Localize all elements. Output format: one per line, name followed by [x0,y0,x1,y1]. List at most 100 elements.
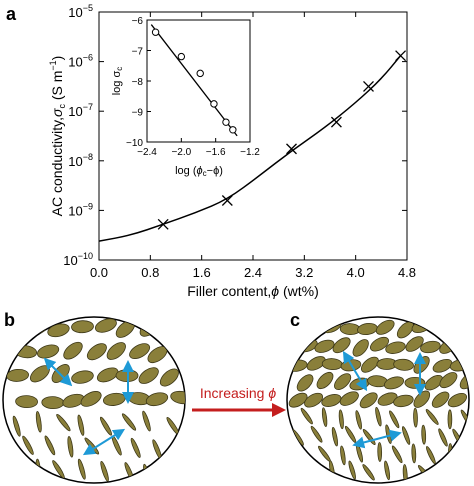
filler-particle [15,395,38,409]
filler-particle [362,464,375,481]
filler-particle [393,394,414,408]
filler-particle [77,458,86,480]
filler-particle [316,371,334,390]
filler-particle [464,444,469,462]
filler-particle [121,413,137,431]
filler-particle [145,392,169,407]
filler-particle [385,341,406,354]
main-data-point [395,50,407,62]
main-fit-curve [98,55,402,242]
filler-particle [47,323,70,338]
interparticle-distance-arrows-c [342,350,426,449]
filler-particle [421,424,427,445]
filler-particle [174,343,185,361]
filler-particle [454,461,462,481]
filler-particle [447,409,453,430]
filler-particle [338,409,344,430]
filler-particle [143,463,151,483]
main-chart: 0.0 0.8 1.6 2.4 3.2 4.0 4.8 10−10 10−9 10−8 10−7 10… [48,3,416,299]
filler-particle [375,407,382,427]
filler-particle [377,442,383,462]
filler-particle [384,460,391,481]
main-xtick-label: 2.4 [244,265,262,280]
filler-particle [405,336,424,352]
increasing-label: Increasing ϕ [200,385,276,401]
point-stroke [157,218,169,230]
panel-a: a 0.0 0.8 1.6 2.4 3.2 4.0 4.8 10−10 10−9 10−8 10−7… [6,3,416,299]
filler-particle [44,435,56,456]
filler-particle [370,336,389,352]
filler-particle [456,340,469,354]
filler-particle [22,435,34,455]
filler-particle [321,394,342,407]
main-data-point [330,116,342,128]
main-ylabel: AC conductivity,σc (S m−1) [48,56,67,217]
filler-particle [404,376,426,389]
filler-particle [321,407,328,428]
filler-particle [375,319,395,335]
main-data-point [363,80,374,92]
filler-particle [37,344,60,359]
filler-particle [401,426,411,445]
filler-particle [314,339,335,353]
filler-particle [429,320,450,333]
filler-particle [411,443,417,464]
interparticle-distance-arrows-b [43,357,134,456]
filler-particle [52,460,65,479]
filler-particle [340,445,346,466]
filler-particle [287,322,309,335]
filler-particle [306,356,326,371]
panel-label-c: c [290,310,301,330]
filler-particle [167,463,175,483]
filler-particle [130,437,141,458]
filler-particle [63,341,83,360]
filler-particle [94,318,117,333]
filler-particle [438,428,448,447]
main-data-point [286,143,297,155]
panel-label-b: b [4,310,15,330]
filler-particle [170,390,185,405]
filler-particle [348,460,356,480]
filler-particle [138,367,159,384]
filler-particle [393,358,414,371]
filler-particle [331,426,338,447]
filler-particle [426,446,436,465]
main-xlabel: Filler content,ϕ (wt%) [187,283,319,299]
distance-arrow [43,357,73,387]
filler-particle [129,343,151,359]
main-xtick-label: 4.8 [398,265,416,280]
main-xtick-label: 0.0 [90,265,108,280]
microstructure-schematics: Increasing ϕ [2,316,470,484]
increasing-arrow: Increasing ϕ [192,385,286,417]
main-xtick-label: 1.6 [193,265,211,280]
main-plot-frame [98,11,408,261]
panel-label-a: a [6,4,17,24]
main-ytick-label: 10−6 [68,53,93,70]
filler-particle [304,392,324,408]
point-stroke [395,50,407,62]
filler-particle [7,319,27,338]
filler-particle [413,407,418,428]
main-xtick-label: 0.8 [141,265,159,280]
main-ytick-label: 10−8 [68,152,93,169]
filler-particle [450,321,469,334]
filler-particle [80,391,102,407]
filler-particle [304,320,326,333]
main-xtick-label: 4.0 [347,265,365,280]
filler-particle [447,392,468,408]
main-data-point [157,218,169,230]
main-ytick-label: 10−9 [68,201,93,218]
distance-arrow [352,429,402,449]
filler-particle [339,391,359,406]
filler-particle [180,436,185,458]
filler-particle [159,368,179,387]
filler-particle [296,374,314,392]
red-arrow-head [272,403,286,417]
main-data-points [157,50,407,230]
filler-particle [142,410,151,432]
filler-particle [96,367,119,383]
point-stroke [286,143,297,155]
distance-arrow [342,350,368,392]
filler-particle [389,410,400,429]
filler-particle [86,343,107,361]
